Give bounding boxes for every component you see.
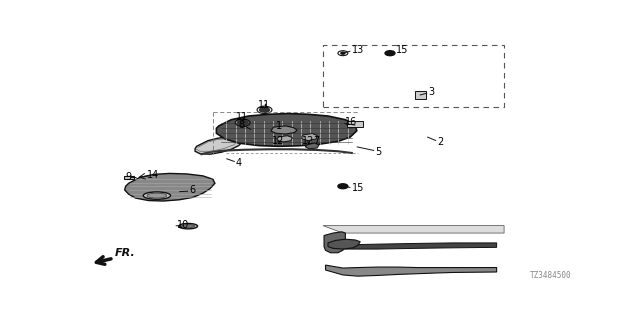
Polygon shape bbox=[277, 136, 292, 142]
FancyBboxPatch shape bbox=[347, 121, 363, 127]
Circle shape bbox=[260, 108, 269, 112]
Text: TZ3484500: TZ3484500 bbox=[529, 271, 571, 280]
Bar bbox=[323, 44, 504, 108]
Ellipse shape bbox=[143, 192, 170, 199]
Text: 8: 8 bbox=[239, 120, 245, 130]
Text: 9: 9 bbox=[125, 172, 132, 182]
Text: 13: 13 bbox=[352, 45, 364, 55]
Text: 4: 4 bbox=[236, 158, 242, 168]
FancyBboxPatch shape bbox=[415, 92, 426, 99]
Ellipse shape bbox=[147, 193, 167, 198]
Circle shape bbox=[237, 120, 248, 125]
Polygon shape bbox=[195, 137, 243, 154]
Circle shape bbox=[385, 51, 395, 56]
Text: 2: 2 bbox=[437, 137, 444, 147]
Text: 5: 5 bbox=[375, 147, 381, 157]
Text: 16: 16 bbox=[346, 117, 358, 127]
Text: 15: 15 bbox=[396, 45, 408, 55]
Text: 11: 11 bbox=[236, 112, 248, 122]
Text: 10: 10 bbox=[177, 220, 189, 230]
Circle shape bbox=[338, 184, 348, 189]
Text: 7: 7 bbox=[313, 136, 319, 146]
Text: 14: 14 bbox=[147, 170, 159, 180]
Polygon shape bbox=[328, 239, 360, 249]
Polygon shape bbox=[124, 176, 134, 179]
Ellipse shape bbox=[182, 225, 195, 228]
Text: 3: 3 bbox=[428, 87, 435, 97]
Polygon shape bbox=[326, 265, 497, 276]
Polygon shape bbox=[324, 232, 346, 253]
Polygon shape bbox=[125, 173, 215, 201]
Text: 1: 1 bbox=[276, 121, 282, 131]
Text: 6: 6 bbox=[189, 185, 195, 196]
Text: 12: 12 bbox=[273, 136, 285, 146]
Polygon shape bbox=[301, 133, 317, 141]
Ellipse shape bbox=[179, 223, 198, 229]
Polygon shape bbox=[216, 114, 356, 146]
Polygon shape bbox=[323, 226, 504, 233]
Polygon shape bbox=[305, 143, 319, 149]
Circle shape bbox=[341, 52, 345, 54]
Text: 12: 12 bbox=[302, 136, 315, 146]
Text: 15: 15 bbox=[352, 183, 364, 193]
Text: FR.: FR. bbox=[115, 248, 136, 258]
Polygon shape bbox=[328, 243, 497, 249]
Polygon shape bbox=[271, 126, 297, 134]
Text: 11: 11 bbox=[257, 100, 270, 110]
